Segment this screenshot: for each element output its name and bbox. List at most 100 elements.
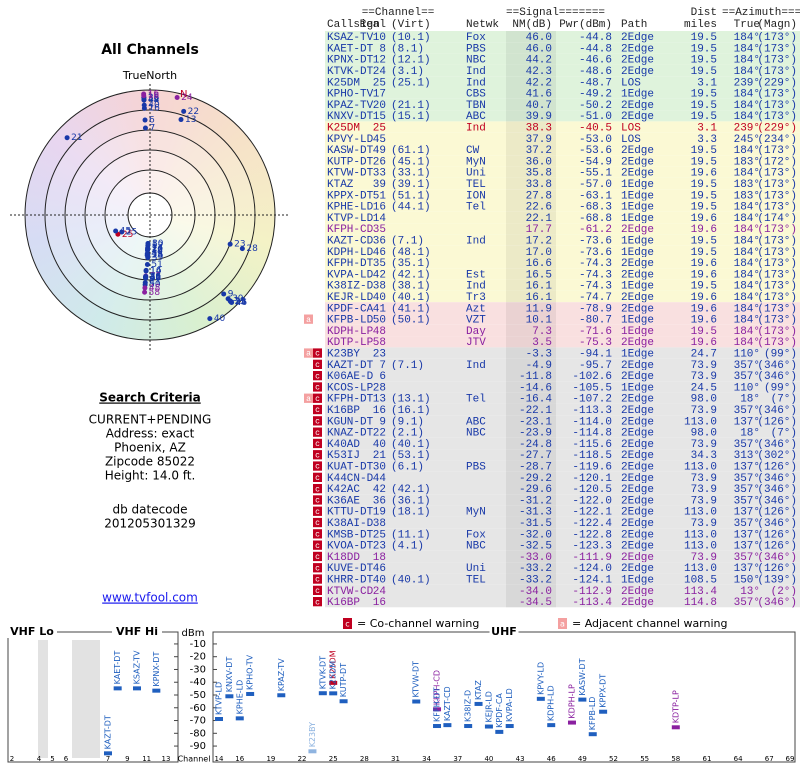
table-cell: -74.3 [579, 281, 612, 293]
station-channel: 17 [152, 244, 163, 254]
signal-cell-shade [506, 290, 556, 303]
table-cell: 357° [734, 518, 760, 530]
site-link[interactable]: www.tvfool.com [102, 591, 198, 605]
table-cell: NBC [466, 541, 486, 553]
table-cell: 245° [734, 134, 760, 146]
table-cell: TEL [466, 179, 486, 191]
table-cell: 2Edge [621, 552, 654, 564]
table-cell: Fox [466, 529, 486, 541]
column-header: Path [621, 19, 647, 31]
table-cell: 184° [734, 315, 760, 327]
x-tick-label: 25 [329, 755, 338, 763]
table-cell: 19 [373, 507, 386, 519]
station-channel: 25 [126, 227, 137, 237]
table-cell: (173°) [757, 292, 797, 304]
station-channel: 39 [152, 253, 164, 263]
station-channel: 28 [246, 244, 258, 254]
signal-bar [215, 717, 223, 721]
table-cell: -115.6 [572, 439, 612, 451]
table-cell: -61.2 [579, 224, 612, 236]
station-channel: 14 [150, 266, 162, 276]
station-label: K38IZ-D [464, 690, 473, 722]
table-cell: PBS [466, 43, 486, 55]
table-cell: (7.1) [391, 235, 424, 247]
table-cell: (36.1) [391, 495, 431, 507]
warning-letter: c [315, 350, 320, 359]
table-cell: Azt [466, 303, 486, 315]
row-background [325, 494, 800, 506]
table-cell: -74.7 [579, 292, 612, 304]
row-background [325, 562, 800, 574]
table-cell: 2Edge [621, 541, 654, 553]
x-tick-label: 58 [671, 755, 680, 763]
table-cell: (2.1) [391, 428, 424, 440]
table-cell: (44.1) [391, 202, 431, 214]
table-cell: 19.5 [691, 235, 717, 247]
station-mark [64, 135, 70, 141]
x-tick-label: 19 [266, 755, 275, 763]
row-background [325, 449, 800, 461]
station-label: KEJR-LD [484, 691, 493, 722]
signal-bar [567, 720, 576, 725]
row-background [325, 234, 800, 246]
table-cell: -24.8 [519, 439, 552, 451]
warning-icon [313, 450, 322, 460]
table-cell: 2Edge [621, 439, 654, 451]
table-cell: KTVP-LD [327, 213, 374, 225]
signal-bar [578, 697, 587, 702]
table-cell: -27.7 [519, 450, 552, 462]
table-cell: 184° [734, 32, 760, 44]
row-background [325, 290, 800, 303]
row-background [325, 279, 800, 291]
table-cell: 17.0 [526, 247, 552, 259]
station-channel: 45 [120, 227, 131, 237]
table-cell: 184° [734, 292, 760, 304]
table-cell: KTAZ [327, 179, 354, 191]
table-cell: KNAZ-DT [327, 428, 374, 440]
table-cell: 1Edge [621, 315, 654, 327]
y-tick-label: -30 [190, 664, 206, 675]
page-title: All Channels [101, 42, 199, 58]
station-label: KFPH-DT [433, 687, 442, 722]
table-cell: (173°) [757, 235, 797, 247]
table-cell: 42 [373, 484, 386, 496]
table-cell: LOS [621, 77, 641, 89]
table-cell: -112.9 [572, 586, 612, 598]
table-cell: 38 [373, 518, 386, 530]
column-header: Netwk [466, 19, 499, 31]
column-header: True [734, 19, 760, 31]
north-marker: N [180, 89, 187, 100]
signal-bar [495, 729, 504, 734]
criteria-heading: Search Criteria [99, 391, 200, 405]
station-channel: 33 [151, 251, 162, 261]
x-tick-label: 11 [142, 755, 151, 763]
row-background [325, 268, 800, 280]
signal-cell-shade [506, 166, 556, 178]
table-cell: -74.3 [579, 269, 612, 281]
signal-bar [329, 691, 338, 696]
signal-bar [412, 699, 421, 704]
table-cell: 15 [373, 111, 386, 123]
table-cell: -75.3 [579, 337, 612, 349]
station-label: KDTP-LP [671, 690, 680, 723]
y-tick-label: -40 [190, 677, 206, 688]
signal-cell-shade [506, 584, 556, 596]
row-background [325, 53, 800, 65]
table-cell: 2Edge [621, 43, 654, 55]
table-cell: 73.9 [691, 552, 717, 564]
signal-cell-shade [506, 483, 556, 495]
table-cell: -23.1 [519, 416, 552, 428]
signal-cell-shade [506, 53, 556, 65]
table-cell: 2Edge [621, 337, 654, 349]
row-background [325, 302, 800, 314]
x-tick-label: 9 [125, 755, 129, 763]
x-tick-label: 55 [640, 755, 649, 763]
table-cell: K53IJ [327, 450, 360, 462]
station-channel: 38 [150, 273, 162, 283]
station-channel: 10 [152, 239, 164, 249]
table-cell: (12.1) [391, 55, 431, 67]
table-cell: K06AE-D [327, 371, 374, 383]
table-cell: Ind [466, 77, 486, 89]
table-cell: 40 [373, 439, 386, 451]
criteria-line: Phoenix, AZ [114, 441, 186, 455]
